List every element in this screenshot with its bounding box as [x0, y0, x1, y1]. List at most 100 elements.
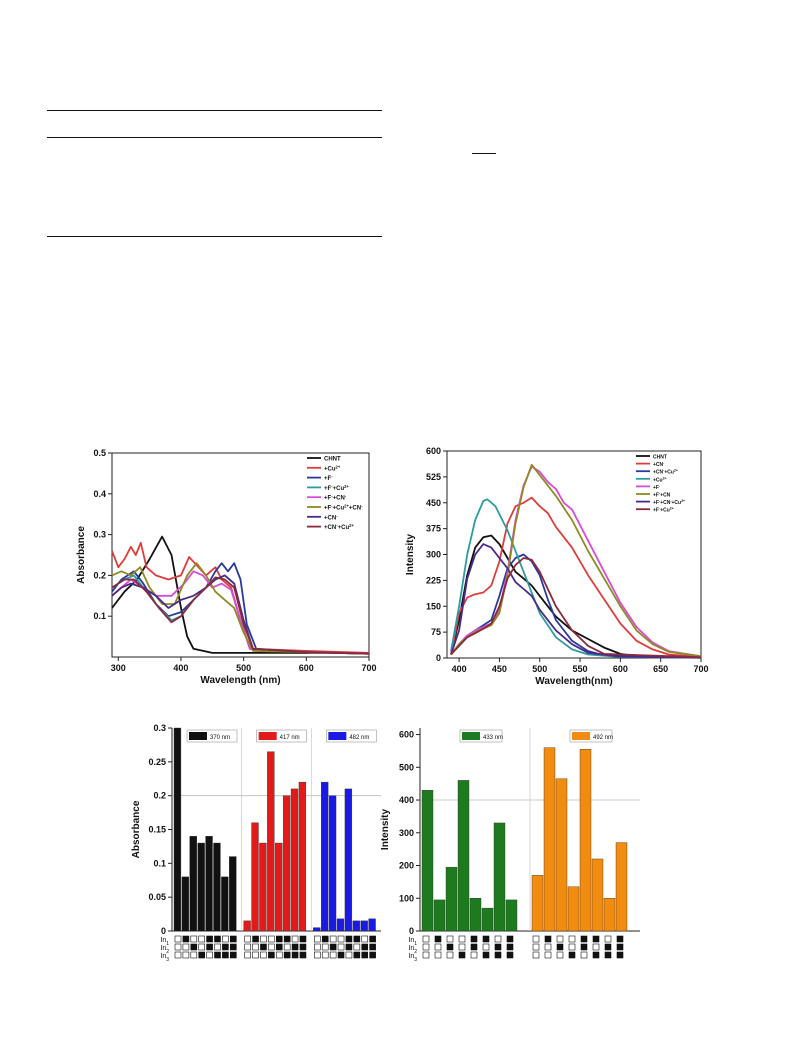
- legend-label: +F-+CN: [653, 492, 671, 499]
- bar: [360, 920, 368, 932]
- input-state-box: [422, 951, 430, 959]
- x-tick-label: 700: [361, 663, 376, 673]
- input-state-box: [556, 943, 564, 951]
- legend-swatch: [258, 732, 277, 740]
- bar: [336, 918, 345, 932]
- bar: [298, 781, 307, 932]
- bar: [344, 788, 353, 932]
- input-state-box: [604, 951, 612, 959]
- x-axis-label: Wavelength(nm): [535, 676, 612, 687]
- bar: [368, 918, 376, 932]
- legend-label: 482 nm: [349, 735, 369, 741]
- y-tick-label: 500: [399, 762, 414, 772]
- y-tick-label: 300: [399, 828, 414, 838]
- input-state-box: [446, 935, 454, 943]
- input-state-box: [369, 943, 376, 951]
- legend-label: +F-+CN-+Cu2+: [653, 499, 685, 506]
- input-state-box: [482, 951, 490, 959]
- input-state-box: [314, 951, 321, 959]
- legend-swatch: [462, 732, 480, 740]
- input-state-box: [482, 943, 490, 951]
- bar: [421, 790, 434, 932]
- input-state-box: [198, 943, 205, 951]
- input-state-box: [252, 943, 259, 951]
- x-tick-label: 450: [492, 664, 507, 674]
- x-tick-label: 500: [236, 663, 251, 673]
- bar: [213, 842, 221, 932]
- y-tick-label: 450: [426, 498, 441, 508]
- bar: [567, 886, 580, 932]
- bar: [282, 795, 291, 932]
- input-state-box: [299, 943, 307, 951]
- input-row-label: In1: [408, 937, 417, 947]
- bar: [205, 836, 213, 932]
- input-state-box: [190, 951, 198, 959]
- input-state-box: [291, 951, 299, 959]
- legend-label: +Cu2+: [653, 476, 667, 483]
- input-state-box: [568, 943, 576, 951]
- input-state-box: [458, 943, 466, 951]
- input-state-box: [190, 943, 198, 951]
- input-state-box: [283, 943, 291, 951]
- input-state-box: [321, 943, 329, 951]
- input-state-box: [482, 935, 490, 943]
- bar: [445, 866, 458, 932]
- input-state-box: [260, 935, 267, 943]
- input-state-box: [244, 943, 251, 951]
- input-state-box: [470, 935, 478, 943]
- input-state-box: [345, 935, 353, 943]
- series-line: [450, 496, 702, 658]
- legend-swatch: [189, 732, 207, 740]
- input-row-label: In2: [408, 945, 417, 955]
- x-tick-label: 400: [173, 663, 188, 673]
- input-state-box: [174, 935, 182, 943]
- legend-label: +CN-: [324, 513, 338, 522]
- input-state-box: [222, 943, 229, 951]
- bar: [275, 842, 283, 932]
- legend-label: +F-+CN-: [324, 493, 347, 502]
- input-state-box: [244, 935, 251, 943]
- y-tick-label: 150: [426, 601, 441, 611]
- bar: [221, 876, 229, 932]
- table-top-rule: [47, 110, 382, 111]
- input-state-box: [230, 935, 237, 943]
- bar: [197, 842, 205, 932]
- input-row-label: In2: [160, 945, 169, 955]
- y-tick-label: 0: [409, 926, 414, 936]
- input-state-box: [446, 951, 454, 959]
- y-tick-label: 375: [426, 524, 441, 534]
- input-state-box: [470, 943, 478, 951]
- input-state-box: [544, 935, 552, 943]
- y-tick-label: 0.2: [153, 791, 166, 801]
- input-state-box: [580, 935, 588, 943]
- bar: [457, 780, 470, 932]
- x-tick-label: 400: [452, 664, 467, 674]
- y-tick-label: 0: [161, 926, 166, 936]
- x-axis-label: Wavelength (nm): [200, 675, 280, 686]
- input-state-box: [532, 951, 540, 959]
- bar: [469, 898, 482, 932]
- table-bottom-rule: [47, 236, 382, 237]
- input-state-box: [329, 951, 337, 959]
- input-state-box: [353, 935, 361, 943]
- input-state-box: [174, 951, 182, 959]
- y-tick-label: 0.3: [153, 723, 166, 733]
- input-state-box: [314, 935, 321, 943]
- fraction-rule: [472, 153, 496, 154]
- input-state-box: [182, 935, 190, 943]
- bar: [579, 749, 592, 932]
- y-axis-label: Intensity: [405, 534, 416, 576]
- legend-label: +F-+Cu2++CN-: [324, 503, 363, 512]
- input-state-box: [592, 935, 600, 943]
- input-state-box: [230, 943, 237, 951]
- input-state-box: [291, 943, 299, 951]
- legend-label: 417 nm: [280, 735, 300, 741]
- input-state-box: [369, 935, 376, 943]
- series-line: [111, 576, 370, 655]
- legend-label: +F-+Cu2+: [653, 507, 674, 514]
- input-state-box: [470, 951, 478, 959]
- input-state-box: [198, 951, 205, 959]
- input-state-box: [268, 951, 275, 959]
- y-axis-label: Absorbance: [131, 800, 142, 858]
- input-state-box: [198, 935, 205, 943]
